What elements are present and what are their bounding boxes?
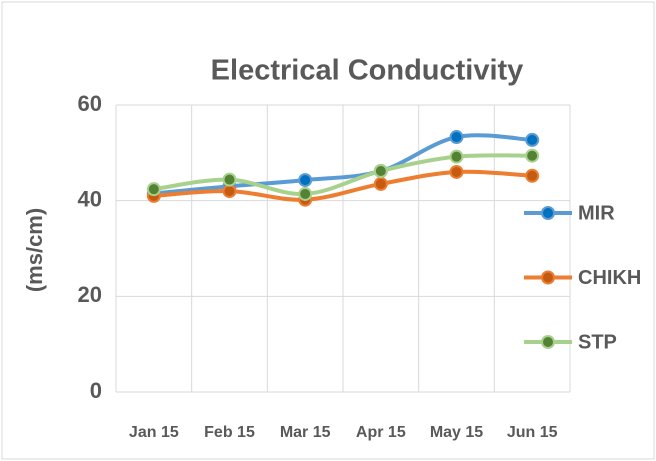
series-line [151,169,535,202]
marker [222,184,237,199]
marker [298,186,313,201]
y-tick-label: 20 [78,282,102,307]
legend-marker [541,270,555,285]
x-tick-label: May 15 [430,424,483,441]
marker [373,176,388,191]
legend-label: STP [578,331,617,353]
x-tick-label: Mar 15 [280,424,331,441]
legend-label: CHIKH [578,267,641,289]
marker [525,132,540,147]
marker [525,148,540,163]
marker [525,168,540,183]
y-axis-label: (ms/cm) [22,208,47,292]
y-tick-label: 40 [78,186,102,211]
marker [373,164,388,179]
chart-title: Electrical Conductivity [211,55,524,87]
marker [222,172,237,187]
x-tick-label: Apr 15 [356,424,406,441]
marker [449,149,464,164]
y-tick-label: 60 [78,91,102,116]
marker [449,164,464,179]
y-tick-label: 0 [90,378,102,403]
series-line [151,153,535,196]
legend-marker [541,335,555,349]
x-tick-label: Feb 15 [204,424,255,441]
x-tick-label: Jun 15 [507,424,558,441]
marker [449,130,464,145]
x-tick-label: Jan 15 [129,424,179,441]
legend-marker [541,206,555,220]
legend-label: MIR [578,202,615,224]
marker [146,182,161,197]
marker [298,173,313,188]
